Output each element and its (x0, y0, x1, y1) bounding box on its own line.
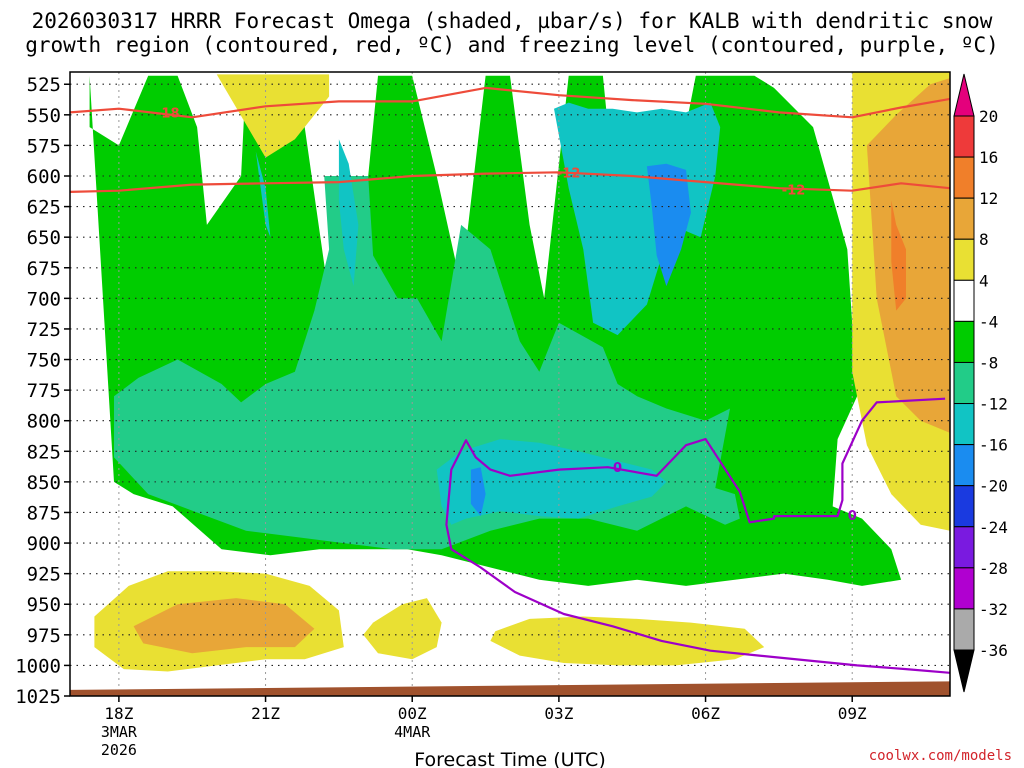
x-axis-label: Forecast Time (UTC) (414, 749, 605, 768)
colorbar-label-10: -24 (979, 518, 1008, 537)
colorbar-bin-11 (953, 567, 975, 610)
y-tick-label-900: 900 (27, 533, 61, 555)
contour-label-1: -12 (557, 166, 581, 181)
x-tick-label-09Z: 09Z (838, 704, 867, 723)
y-tick-label-525: 525 (27, 74, 61, 96)
x-tick-sublabel-00Z: 4MAR (394, 723, 431, 741)
colorbar-label-13: -36 (979, 641, 1008, 660)
colorbar-label-12: -32 (979, 600, 1008, 619)
omega-region-14 (866, 78, 950, 433)
x-tick-label-21Z: 21Z (251, 704, 280, 723)
omega-region-11 (216, 74, 330, 158)
y-tick-label-850: 850 (27, 472, 61, 494)
y-tick-label-600: 600 (27, 166, 61, 188)
y-tick-label-550: 550 (27, 105, 61, 127)
colorbar-label-8: -16 (979, 436, 1008, 455)
y-tick-label-875: 875 (27, 502, 61, 524)
y-tick-label-675: 675 (27, 258, 61, 280)
colorbar-label-7: -12 (979, 395, 1008, 414)
colorbar-label-9: -20 (979, 477, 1008, 496)
y-tick-label-950: 950 (27, 594, 61, 616)
y-tick-label-1000: 1000 (15, 655, 61, 677)
y-tick-label-800: 800 (27, 411, 61, 433)
contour-label-layer: -18 -12 -12 0 0 (156, 106, 857, 524)
credit-text: coolwx.com/models (868, 748, 1012, 764)
x-tick-sublabel-18Z: 3MAR (101, 723, 138, 741)
axes-layer: 525 550 575 600 625 650 675 700 725 750 775 800 825 8… (15, 74, 867, 759)
chart-title-line-1: 2026030317 HRRR Forecast Omega (shaded, … (31, 9, 993, 33)
y-tick-label-725: 725 (27, 319, 61, 341)
x-tick-label-03Z: 03Z (544, 704, 573, 723)
colorbar-label-5: -4 (979, 312, 998, 331)
omega-region-5 (255, 151, 271, 238)
colorbar-label-2: 12 (979, 189, 998, 208)
y-tick-label-1025: 1025 (15, 686, 61, 708)
plot-frame (69, 71, 951, 697)
chart-title-line-2: growth region (contoured, red, ºC) and f… (25, 33, 999, 57)
colorbar: 20 16 12 8 4 -4 -8 -12 -16 -20 -24 -28 -32 -36 (953, 73, 1008, 693)
x-tick-label-18Z: 18Z (104, 704, 133, 723)
omega-region-15 (891, 200, 906, 311)
contour-layer (70, 86, 950, 674)
x-tick-label-00Z: 00Z (398, 704, 427, 723)
colorbar-bin-2 (953, 197, 975, 240)
y-tick-label-625: 625 (27, 197, 61, 219)
x-tick-year-18Z: 2026 (101, 741, 137, 759)
colorbar-label-3: 8 (979, 230, 989, 249)
colorbar-bin-0 (953, 115, 975, 158)
colorbar-label-1: 16 (979, 148, 998, 167)
y-tick-label-750: 750 (27, 350, 61, 372)
contour-label-0: -18 (156, 106, 180, 121)
colorbar-bin-1 (953, 156, 975, 199)
contour-line-1 (70, 171, 950, 193)
colorbar-bin-10 (953, 526, 975, 569)
colorbar-label-4: 4 (979, 271, 989, 290)
colorbar-label-11: -28 (979, 559, 1008, 578)
terrain-layer (70, 681, 950, 696)
colorbar-bin-3 (953, 238, 975, 281)
colorbar-bin-7 (953, 403, 975, 446)
contour-line-0 (70, 86, 950, 119)
colorbar-bin-12 (953, 608, 975, 651)
colorbar-bin-6 (953, 361, 975, 405)
omega-shading-layer (89, 72, 950, 672)
colorbar-bin-5 (953, 320, 975, 363)
contour-label-4: 0 (848, 509, 857, 524)
x-tick-label-06Z: 06Z (691, 704, 720, 723)
omega-region-6 (646, 163, 691, 287)
contour-label-2: -12 (782, 183, 806, 198)
colorbar-bottom-triangle (953, 649, 975, 693)
y-tick-label-775: 775 (27, 380, 61, 402)
y-tick-label-575: 575 (27, 135, 61, 157)
colorbar-bin-8 (953, 444, 975, 487)
colorbar-label-6: -8 (979, 353, 998, 372)
omega-region-2 (554, 102, 721, 336)
contour-label-3: 0 (613, 461, 622, 476)
y-tick-label-825: 825 (27, 441, 61, 463)
colorbar-label-0: 20 (979, 107, 998, 126)
omega-region-9 (363, 598, 442, 660)
colorbar-top-triangle (953, 73, 975, 117)
colorbar-bin-4 (953, 279, 975, 322)
omega-region-7 (470, 467, 486, 517)
contour-line-2 (445, 397, 950, 674)
y-tick-label-700: 700 (27, 288, 61, 310)
omega-region-10 (490, 616, 765, 666)
omega-region-13 (133, 598, 315, 654)
colorbar-bin-9 (953, 485, 975, 528)
y-tick-label-925: 925 (27, 564, 61, 586)
y-tick-label-975: 975 (27, 625, 61, 647)
terrain-ground (70, 681, 950, 696)
y-tick-label-650: 650 (27, 227, 61, 249)
